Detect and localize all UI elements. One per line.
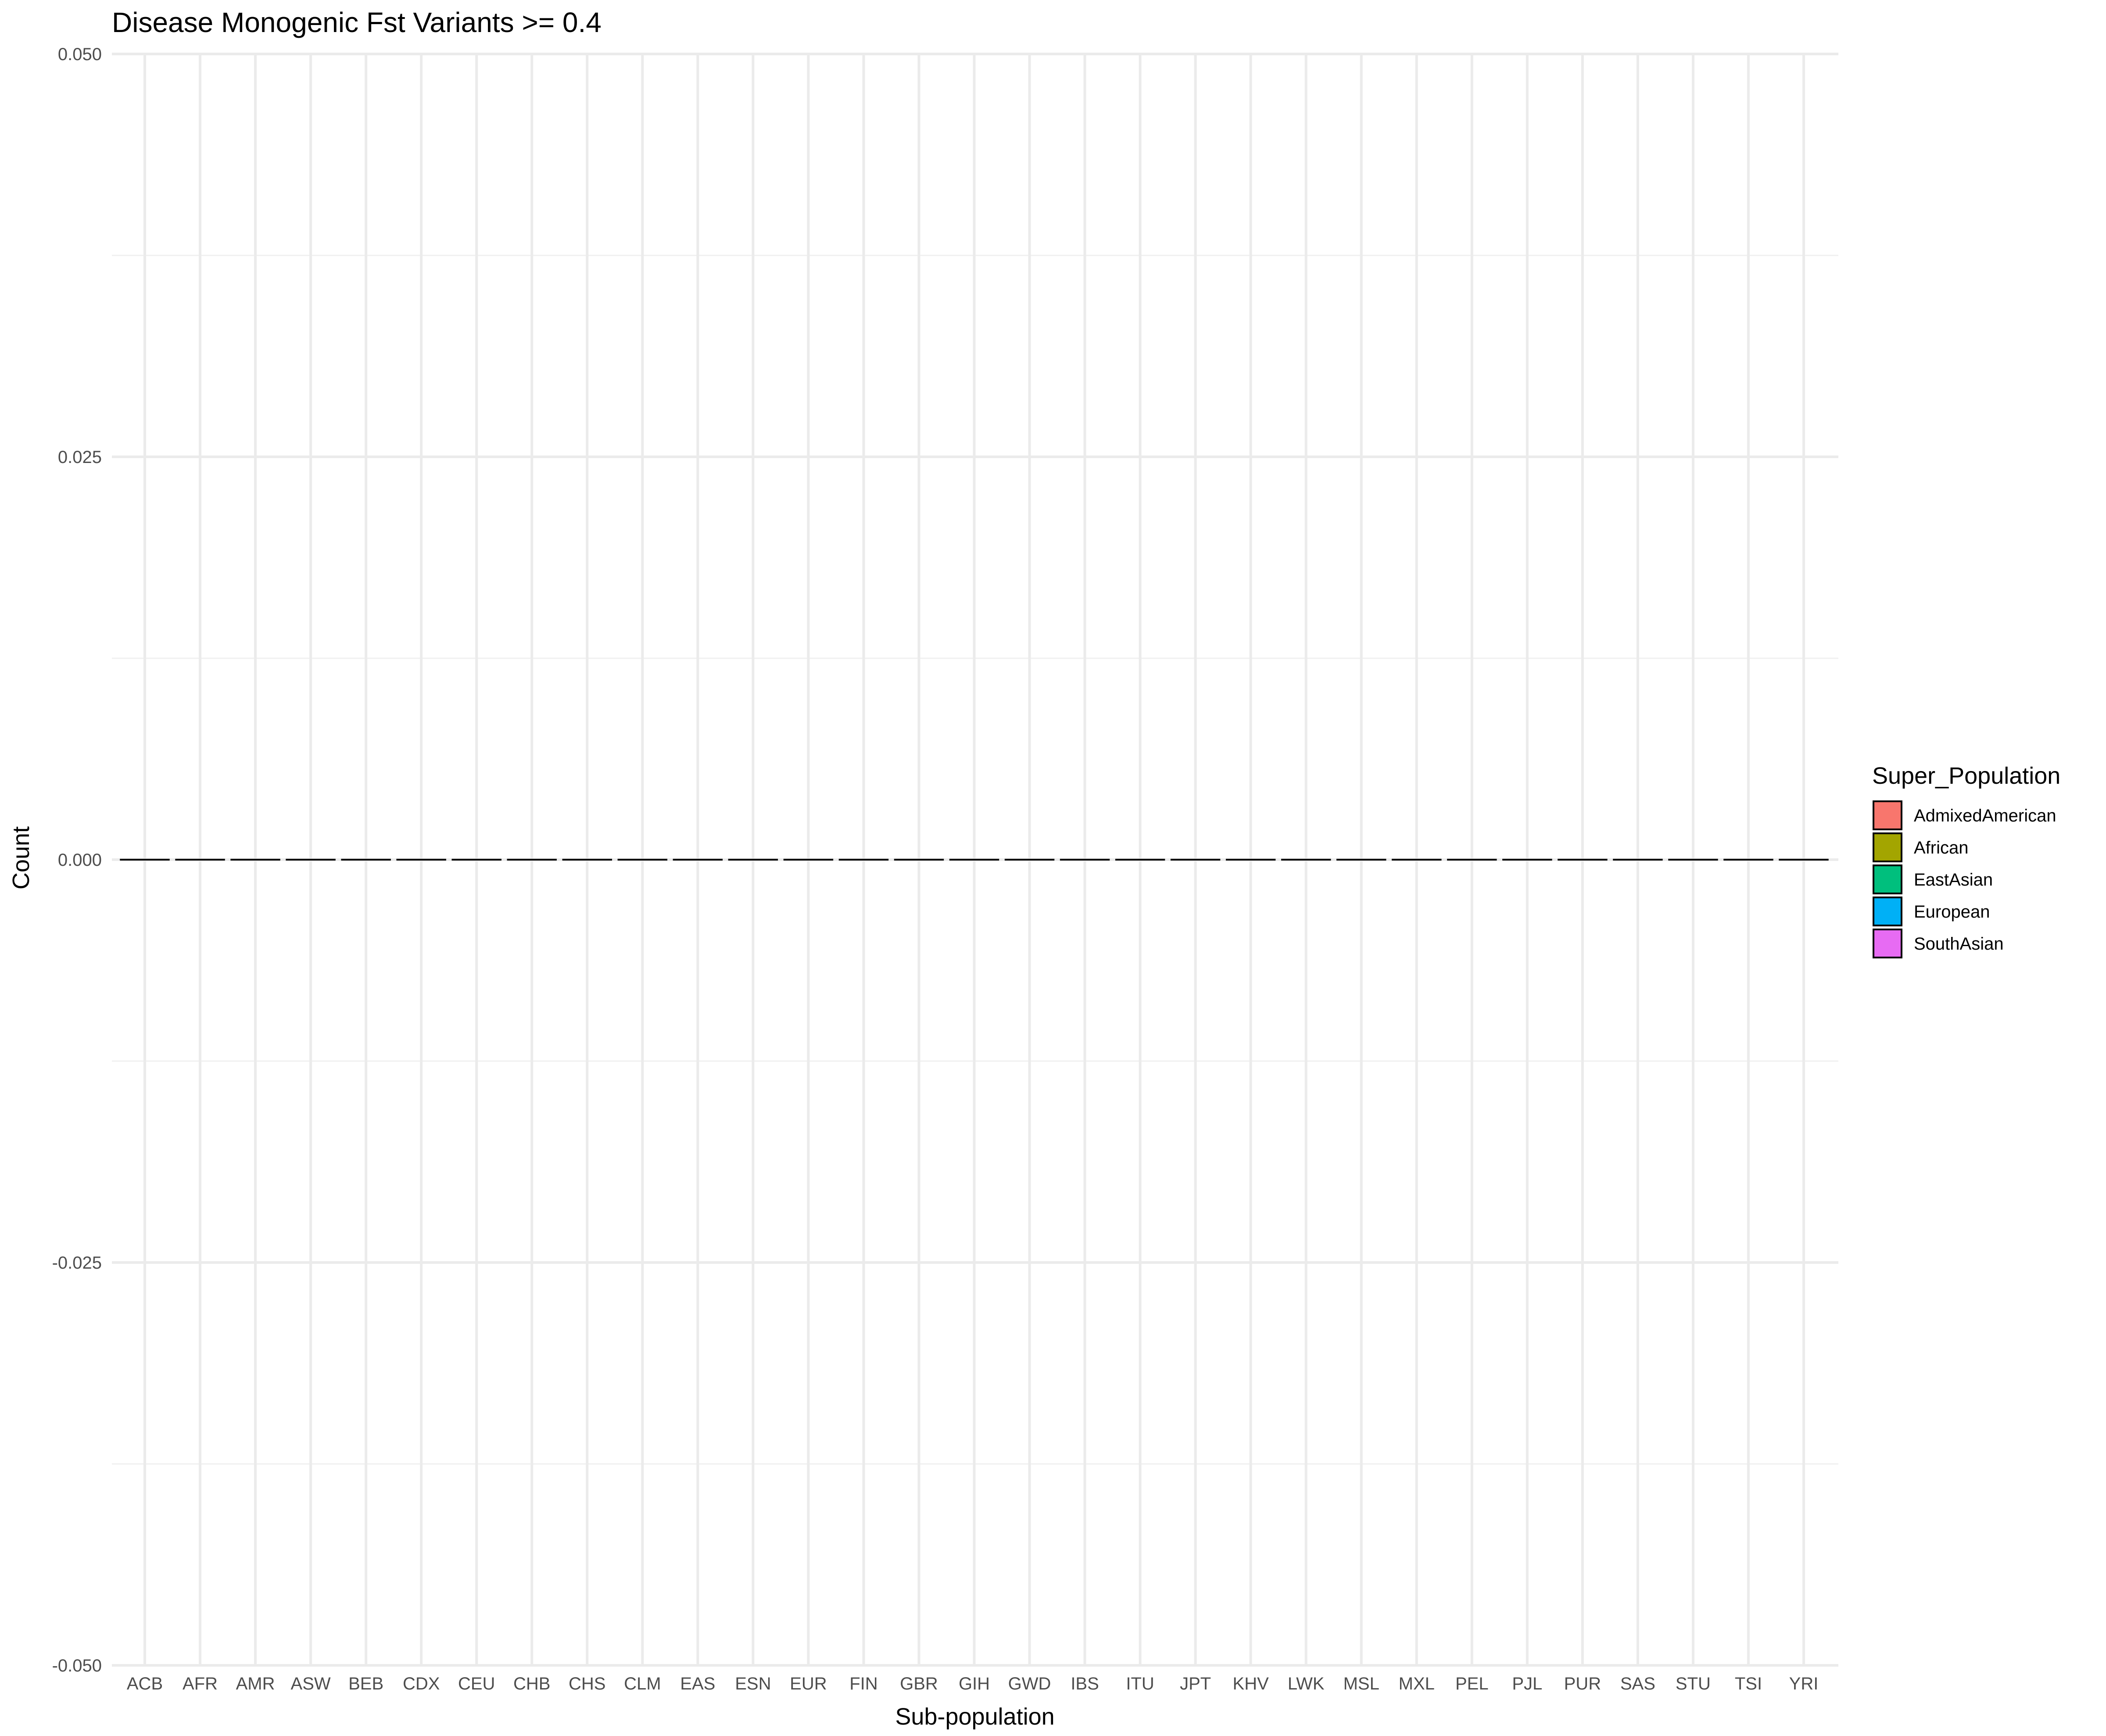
x-tick-label: KHV	[1233, 1674, 1269, 1693]
x-tick-label: ITU	[1126, 1674, 1154, 1693]
x-tick-label: GWD	[1008, 1674, 1051, 1693]
y-tick-label: 0.025	[58, 448, 102, 467]
legend-title: Super_Population	[1872, 763, 2060, 789]
y-tick-label: -0.025	[52, 1253, 102, 1273]
x-tick-label: PUR	[1564, 1674, 1601, 1693]
x-tick-label: ASW	[291, 1674, 331, 1693]
x-tick-label: CEU	[458, 1674, 495, 1693]
legend-items: AdmixedAmerican African EastAsian European S…	[1873, 800, 2056, 958]
x-tick-label: JPT	[1180, 1674, 1211, 1693]
x-tick-label: CHS	[569, 1674, 605, 1693]
x-tick-label: STU	[1676, 1674, 1711, 1693]
legend-label: AdmixedAmerican	[1914, 806, 2056, 825]
x-tick-label: GIH	[959, 1674, 990, 1693]
legend-swatch	[1873, 800, 1902, 830]
legend-swatch	[1873, 897, 1902, 926]
x-tick-label: YRI	[1789, 1674, 1819, 1693]
x-tick-label: GBR	[900, 1674, 938, 1693]
x-tick-label: MSL	[1343, 1674, 1379, 1693]
x-tick-label: IBS	[1071, 1674, 1099, 1693]
x-tick-label: FIN	[849, 1674, 878, 1693]
x-tick-label: LWK	[1288, 1674, 1325, 1693]
y-tick-label: -0.050	[52, 1656, 102, 1675]
x-axis-title: Sub-population	[895, 1704, 1054, 1730]
x-tick-label: BEB	[348, 1674, 383, 1693]
legend-label: African	[1914, 838, 1969, 857]
legend-swatch	[1873, 832, 1902, 862]
y-axis-ticks: -0.050 -0.025 0.000 0.025 0.050	[52, 45, 102, 1675]
chart-title: Disease Monogenic Fst Variants >= 0.4	[112, 7, 602, 38]
x-tick-label: ACB	[127, 1674, 163, 1693]
x-tick-label: PJL	[1512, 1674, 1542, 1693]
legend-swatch	[1873, 929, 1902, 958]
x-tick-label: SAS	[1620, 1674, 1655, 1693]
x-axis-ticks: ACB AFR AMR ASW BEB CDX CEU CHB CHS CLM EAS ESN EUR F…	[127, 1674, 1818, 1693]
x-tick-label: PEL	[1455, 1674, 1489, 1693]
y-tick-label: 0.050	[58, 45, 102, 64]
legend: Super_Population AdmixedAmerican African E…	[1872, 763, 2060, 958]
y-tick-label: 0.000	[58, 850, 102, 870]
x-tick-label: MXL	[1399, 1674, 1435, 1693]
legend-swatch	[1873, 864, 1902, 894]
x-tick-label: EAS	[680, 1674, 715, 1693]
x-tick-label: CHB	[513, 1674, 550, 1693]
x-tick-label: CLM	[624, 1674, 661, 1693]
legend-label: European	[1914, 902, 1990, 922]
legend-label: EastAsian	[1914, 870, 1993, 890]
x-tick-label: AMR	[236, 1674, 275, 1693]
x-tick-label: TSI	[1735, 1674, 1762, 1693]
legend-label: SouthAsian	[1914, 934, 2004, 954]
x-tick-label: EUR	[790, 1674, 827, 1693]
y-axis-title: Count	[8, 826, 34, 890]
x-tick-label: ESN	[735, 1674, 771, 1693]
x-tick-label: CDX	[403, 1674, 440, 1693]
x-tick-label: AFR	[183, 1674, 218, 1693]
